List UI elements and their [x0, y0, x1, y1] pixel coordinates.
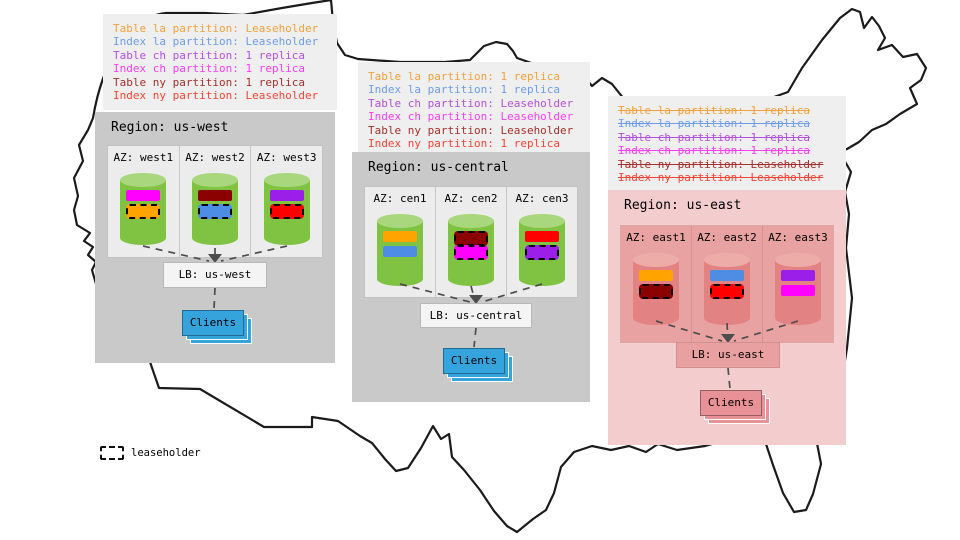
- db-cylinder: [633, 253, 679, 325]
- partition-bar: [781, 270, 815, 281]
- load-balancer-box: LB: us-central: [420, 303, 532, 328]
- partition-bar: [269, 190, 304, 201]
- az-label: AZ: west2: [185, 151, 245, 164]
- partition-legend-us-west: Table la partition: Leaseholder Index la…: [103, 14, 337, 110]
- az-cen1: AZ: cen1: [365, 187, 436, 297]
- leaseholder-key: leaseholder: [100, 446, 201, 460]
- partition-bar: [639, 270, 673, 281]
- region-title: Region: us-west: [111, 120, 229, 135]
- legend-note: Table la partition: 1 replica: [368, 70, 561, 83]
- az-container: AZ: east1 AZ: east2: [620, 225, 834, 343]
- load-balancer-box: LB: us-west: [163, 262, 267, 288]
- az-label: AZ: cen1: [373, 192, 427, 205]
- region-title: Region: us-east: [624, 198, 742, 213]
- region-box-us-central: Region: us-central AZ: cen1 AZ: cen2: [352, 152, 590, 402]
- partition-bar: [454, 245, 488, 260]
- db-cylinder: [519, 214, 565, 286]
- az-container: AZ: cen1 AZ: cen2: [364, 186, 578, 298]
- az-cen2: AZ: cen2: [436, 187, 507, 297]
- cylinder-top: [263, 173, 310, 187]
- az-label: AZ: east1: [626, 231, 686, 244]
- cylinder-top: [377, 214, 423, 228]
- az-east3: AZ: east3: [763, 226, 833, 342]
- cylinder-top: [192, 173, 238, 187]
- region-box-us-east: Region: us-east AZ: east1 AZ: east2: [608, 190, 846, 445]
- region-box-us-west: Region: us-west AZ: west1 AZ: west2: [95, 112, 335, 363]
- cylinder-top: [775, 253, 821, 267]
- leaseholder-key-label: leaseholder: [131, 447, 201, 459]
- az-west2: AZ: west2: [180, 146, 252, 257]
- legend-note: Index la partition: Leaseholder: [113, 35, 319, 49]
- partition-bar: [710, 270, 744, 281]
- partition-bar: [126, 204, 161, 219]
- clients-box: Clients: [443, 348, 513, 382]
- legend-note: Index ch partition: Leaseholder: [368, 110, 574, 124]
- db-cylinder: [192, 173, 238, 245]
- cylinder-top: [519, 214, 565, 228]
- legend-note: Table ch partition: 1 replica: [618, 130, 811, 144]
- cylinder-top: [704, 253, 750, 267]
- az-label: AZ: east2: [697, 231, 757, 244]
- partition-bar: [454, 231, 488, 246]
- az-label: AZ: west3: [256, 151, 317, 164]
- leaseholder-swatch-icon: [100, 446, 124, 460]
- legend-note: Table ch partition: 1 replica: [113, 48, 306, 62]
- legend-note: Table ny partition: Leaseholder: [618, 157, 824, 171]
- partition-bar: [269, 204, 304, 219]
- legend-note: Table la partition: 1 replica: [618, 104, 811, 117]
- db-cylinder: [448, 214, 494, 286]
- az-label: AZ: cen3: [515, 192, 569, 205]
- partition-legend-us-central: Table la partition: 1 replica Index la p…: [358, 62, 590, 152]
- legend-note: Index ny partition: Leaseholder: [113, 89, 319, 103]
- db-cylinder: [120, 173, 167, 245]
- legend-note: Index ny partition: Leaseholder: [618, 171, 824, 185]
- legend-note: Table ch partition: Leaseholder: [368, 96, 574, 110]
- clients-box: Clients: [700, 390, 770, 424]
- db-cylinder: [377, 214, 423, 286]
- az-label: AZ: cen2: [444, 192, 498, 205]
- az-east2: AZ: east2: [692, 226, 763, 342]
- db-cylinder: [704, 253, 750, 325]
- legend-note: Index ch partition: 1 replica: [618, 144, 811, 158]
- partition-bar: [383, 246, 417, 257]
- az-label: AZ: west1: [113, 151, 174, 164]
- cylinder-top: [448, 214, 494, 228]
- partition-bar: [126, 190, 161, 201]
- partition-bar: [198, 190, 232, 201]
- az-label: AZ: east3: [768, 231, 828, 244]
- clients-label: Clients: [182, 310, 244, 336]
- partition-bar: [710, 284, 744, 299]
- partition-legend-us-east: Table la partition: 1 replica Index la p…: [608, 96, 846, 190]
- partition-bar: [781, 285, 815, 296]
- cylinder-top: [633, 253, 679, 267]
- partition-bar: [525, 245, 559, 260]
- legend-note: Table ny partition: Leaseholder: [368, 123, 574, 137]
- legend-note: Index la partition: 1 replica: [618, 117, 811, 131]
- region-title: Region: us-central: [368, 160, 509, 175]
- cylinder-top: [120, 173, 167, 187]
- clients-label: Clients: [700, 390, 762, 416]
- az-container: AZ: west1 AZ: west2: [107, 145, 323, 258]
- legend-note: Index la partition: 1 replica: [368, 83, 561, 97]
- az-west1: AZ: west1: [108, 146, 180, 257]
- legend-note: Index ch partition: 1 replica: [113, 62, 306, 76]
- partition-bar: [525, 231, 559, 242]
- partition-bar: [639, 284, 673, 299]
- az-west3: AZ: west3: [251, 146, 322, 257]
- az-east1: AZ: east1: [621, 226, 692, 342]
- clients-box: Clients: [182, 310, 252, 344]
- partition-bar: [198, 204, 232, 219]
- legend-note: Index ny partition: 1 replica: [368, 137, 561, 151]
- legend-note: Table ny partition: 1 replica: [113, 75, 306, 89]
- load-balancer-box: LB: us-east: [676, 342, 780, 368]
- db-cylinder: [263, 173, 310, 245]
- partition-bar: [383, 231, 417, 242]
- az-cen3: AZ: cen3: [507, 187, 577, 297]
- clients-label: Clients: [443, 348, 505, 374]
- db-cylinder: [775, 253, 821, 325]
- legend-note: Table la partition: Leaseholder: [113, 22, 319, 35]
